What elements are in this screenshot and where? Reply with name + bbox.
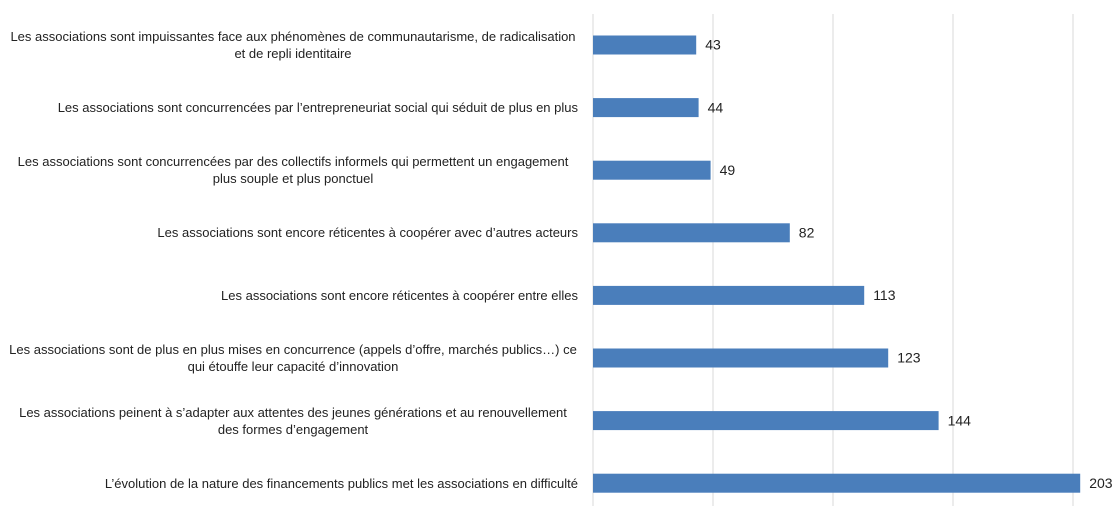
category-label-box: Les associations sont concurrencées par … [0,88,578,128]
category-label: Les associations peinent à s’adapter aux… [19,404,567,437]
category-label: Les associations sont concurrencées par … [57,100,578,116]
value-label: 123 [897,350,921,366]
category-label-box: Les associations sont concurrencées par … [0,150,578,190]
bar [593,285,865,305]
category-label: Les associations sont concurrencées par … [17,154,569,187]
category-label-box: L’évolution de la nature des financement… [0,463,578,503]
category-label: L’évolution de la nature des financement… [104,475,578,491]
value-label: 44 [708,99,724,115]
bar [593,223,790,243]
category-label: Les associations sont encore réticentes … [221,287,578,303]
category-label-box: Les associations sont de plus en plus mi… [0,338,578,378]
category-label-box: Les associations sont encore réticentes … [0,213,578,253]
category-label: Les associations sont impuissantes face … [10,29,576,61]
category-label-box: Les associations sont encore réticentes … [0,275,578,315]
category-label: Les associations sont encore réticentes … [157,225,578,241]
value-label: 43 [705,37,721,53]
category-label-box: Les associations peinent à s’adapter aux… [0,401,578,441]
category-label: Les associations sont de plus en plus mi… [9,342,577,374]
value-label: 49 [720,162,736,178]
value-label: 113 [873,287,896,303]
value-label: 144 [948,412,972,428]
bar [593,160,711,180]
bar [593,411,939,431]
value-label: 203 [1089,475,1113,491]
bar [593,98,699,118]
category-label-box: Les associations sont impuissantes face … [0,25,578,65]
bar [593,35,697,55]
bar [593,348,889,368]
bar [593,473,1081,493]
value-label: 82 [799,225,815,241]
